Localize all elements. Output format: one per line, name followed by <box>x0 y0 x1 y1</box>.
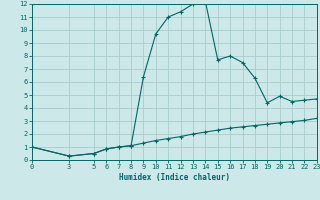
X-axis label: Humidex (Indice chaleur): Humidex (Indice chaleur) <box>119 173 230 182</box>
